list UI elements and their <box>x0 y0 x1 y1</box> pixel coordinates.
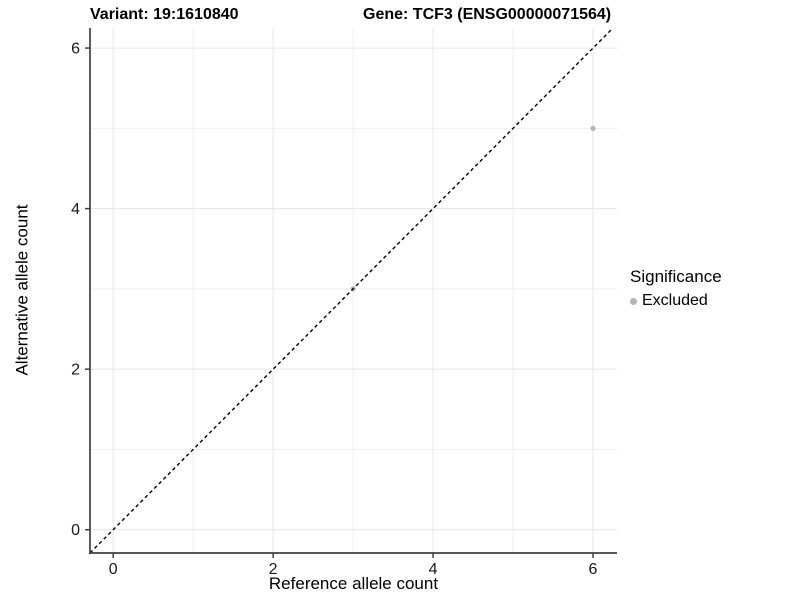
identity-reference-line <box>89 27 614 554</box>
y-tick-label: 0 <box>71 522 80 539</box>
gene-title: Gene: TCF3 (ENSG00000071564) <box>363 6 612 23</box>
variant-title: Variant: 19:1610840 <box>90 6 239 23</box>
legend-title: Significance <box>630 267 722 286</box>
data-point <box>590 125 596 131</box>
legend-point-icon <box>630 297 637 305</box>
x-axis-title: Reference allele count <box>268 574 439 593</box>
x-tick-label: 6 <box>589 561 598 578</box>
y-tick-label: 2 <box>71 362 80 379</box>
y-tick-label: 6 <box>71 41 80 58</box>
x-tick-label: 4 <box>429 561 438 578</box>
y-axis-title: Alternative allele count <box>12 204 32 376</box>
legend-item-label: Excluded <box>642 292 708 309</box>
y-tick-label: 4 <box>71 201 80 218</box>
x-tick-label: 0 <box>109 561 118 578</box>
legend: Significance Excluded <box>630 267 722 310</box>
legend-item-excluded: Excluded <box>630 292 722 310</box>
x-tick-label: 2 <box>269 561 278 578</box>
